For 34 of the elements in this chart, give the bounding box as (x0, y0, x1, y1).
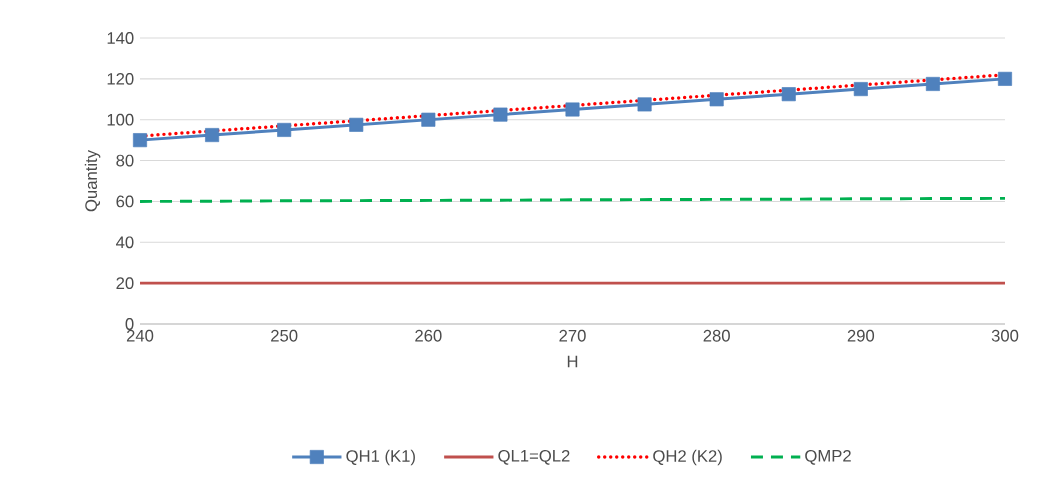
legend-label: QMP2 (805, 449, 851, 465)
x-tick-label: 270 (559, 329, 586, 342)
y-tick-label: 0 (125, 318, 134, 330)
point (277, 122, 292, 137)
point (205, 128, 220, 143)
y-tick-label: 60 (116, 195, 134, 208)
x-tick-label: 280 (703, 329, 730, 342)
y-tick-label: 120 (107, 72, 134, 85)
x-tick-label: 300 (991, 329, 1019, 342)
y-tick-label: 100 (107, 113, 134, 126)
x-tick-label: 290 (847, 329, 875, 342)
y-tick-label: 40 (116, 236, 134, 249)
point (565, 102, 580, 117)
point (349, 117, 364, 132)
point (781, 87, 796, 102)
y-axis-title: Quantity (84, 150, 101, 212)
x-tick-label: 250 (271, 329, 298, 342)
x-tick-label: 260 (415, 329, 442, 342)
x-tick-label: 240 (126, 329, 154, 342)
y-tick-label: 20 (116, 277, 134, 290)
point (637, 97, 652, 112)
y-tick-label: 140 (107, 32, 134, 44)
point (925, 76, 940, 91)
x-axis-title: H (567, 355, 578, 368)
point (421, 112, 436, 127)
y-tick-label: 80 (116, 154, 134, 167)
legend-label: QH1 (K1) (346, 449, 415, 466)
legend-label: QH2 (K2) (653, 449, 722, 466)
legend-label: QL1=QL2 (498, 449, 570, 465)
point (709, 92, 724, 107)
point (493, 107, 508, 122)
point (997, 71, 1013, 86)
point (133, 133, 148, 148)
point (853, 82, 868, 97)
